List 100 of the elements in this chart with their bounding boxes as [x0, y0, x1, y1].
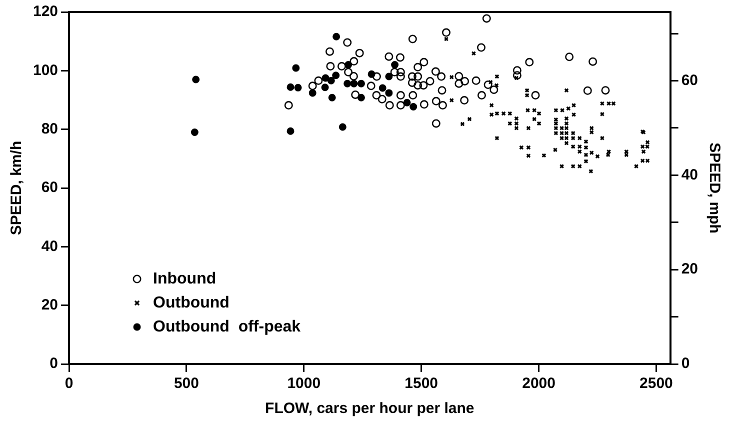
- point: [490, 85, 498, 94]
- point: [385, 89, 393, 97]
- point: [338, 123, 346, 131]
- y-tick-label: 100: [32, 62, 58, 79]
- point: [454, 79, 464, 88]
- point: [442, 28, 450, 37]
- point: [308, 89, 316, 97]
- x-tick-label: 1500: [404, 375, 438, 392]
- point: [601, 86, 610, 95]
- point: [408, 78, 416, 87]
- point: [472, 76, 480, 85]
- point: [432, 96, 440, 106]
- y-tick-label: 80: [41, 120, 58, 138]
- point: [484, 80, 492, 89]
- y-tick-label: 20: [41, 296, 58, 314]
- y2-axis-title: SPEED, mph: [706, 142, 723, 234]
- point: [565, 52, 574, 62]
- point: [286, 127, 294, 135]
- y-tick-label: 0: [50, 355, 58, 372]
- point: [192, 76, 200, 84]
- y2-tick-label: 60: [681, 72, 698, 89]
- point: [390, 68, 399, 76]
- point: [438, 101, 447, 110]
- point: [410, 102, 418, 110]
- legend-label: Outbound off-peak: [153, 318, 301, 336]
- point: [420, 58, 428, 66]
- point: [344, 80, 352, 88]
- point: [460, 76, 470, 86]
- point: [385, 101, 394, 110]
- x-axis-title: FLOW, cars per hour per lane: [265, 400, 474, 418]
- point: [420, 100, 428, 109]
- x-tick-label: 2000: [522, 375, 556, 392]
- point: [531, 91, 540, 100]
- point: [460, 96, 469, 105]
- point: [414, 62, 422, 72]
- point: [588, 57, 598, 66]
- point: [414, 81, 422, 90]
- point: [294, 84, 302, 92]
- y-tick-label: 120: [32, 3, 58, 20]
- point: [396, 68, 405, 76]
- legend-label: Outbound: [153, 294, 230, 312]
- y2-tick-label: 40: [681, 166, 698, 184]
- point: [372, 72, 381, 81]
- y-tick-label: 40: [41, 238, 58, 255]
- point: [431, 67, 440, 76]
- point: [419, 81, 428, 90]
- point: [321, 84, 329, 92]
- point: [190, 128, 198, 136]
- point: [384, 52, 394, 61]
- point: [391, 61, 399, 69]
- point: [454, 72, 464, 80]
- point: [308, 82, 317, 90]
- point: [286, 83, 294, 91]
- point: [378, 94, 386, 104]
- point: [325, 47, 334, 56]
- point: [378, 84, 386, 92]
- point: [351, 90, 360, 99]
- point: [284, 101, 293, 110]
- point: [332, 72, 340, 80]
- point: [366, 82, 376, 90]
- point: [396, 91, 405, 100]
- point: [396, 72, 405, 81]
- point: [512, 66, 522, 75]
- x-tick-label: 500: [174, 375, 199, 392]
- x-tick-label: 1000: [287, 375, 321, 392]
- y-tick-label: 60: [41, 179, 58, 196]
- legend-label: Inbound: [153, 270, 216, 288]
- point: [482, 14, 491, 23]
- point: [344, 68, 353, 76]
- point: [408, 72, 416, 81]
- point: [396, 53, 404, 62]
- x-tick-label: 0: [64, 375, 74, 392]
- point: [357, 94, 365, 102]
- point: [350, 80, 358, 88]
- point: [337, 62, 346, 71]
- point: [438, 86, 446, 95]
- point: [525, 58, 534, 66]
- point: [326, 62, 335, 71]
- point: [372, 91, 381, 100]
- y2-tick-label: 20: [681, 260, 698, 278]
- point: [349, 72, 358, 80]
- point: [512, 71, 522, 80]
- point: [477, 91, 486, 100]
- point: [408, 91, 418, 100]
- point: [426, 76, 434, 86]
- point: [314, 76, 323, 85]
- point: [355, 48, 364, 58]
- point: [332, 32, 340, 40]
- point: [292, 64, 300, 72]
- point: [327, 76, 335, 84]
- point: [385, 72, 393, 80]
- x-tick-label: 2500: [640, 375, 673, 392]
- point: [432, 119, 440, 128]
- point: [414, 72, 422, 81]
- point: [350, 57, 358, 66]
- point: [403, 98, 411, 106]
- point: [583, 86, 592, 95]
- point: [343, 38, 352, 47]
- point: [328, 94, 336, 102]
- point: [322, 74, 330, 82]
